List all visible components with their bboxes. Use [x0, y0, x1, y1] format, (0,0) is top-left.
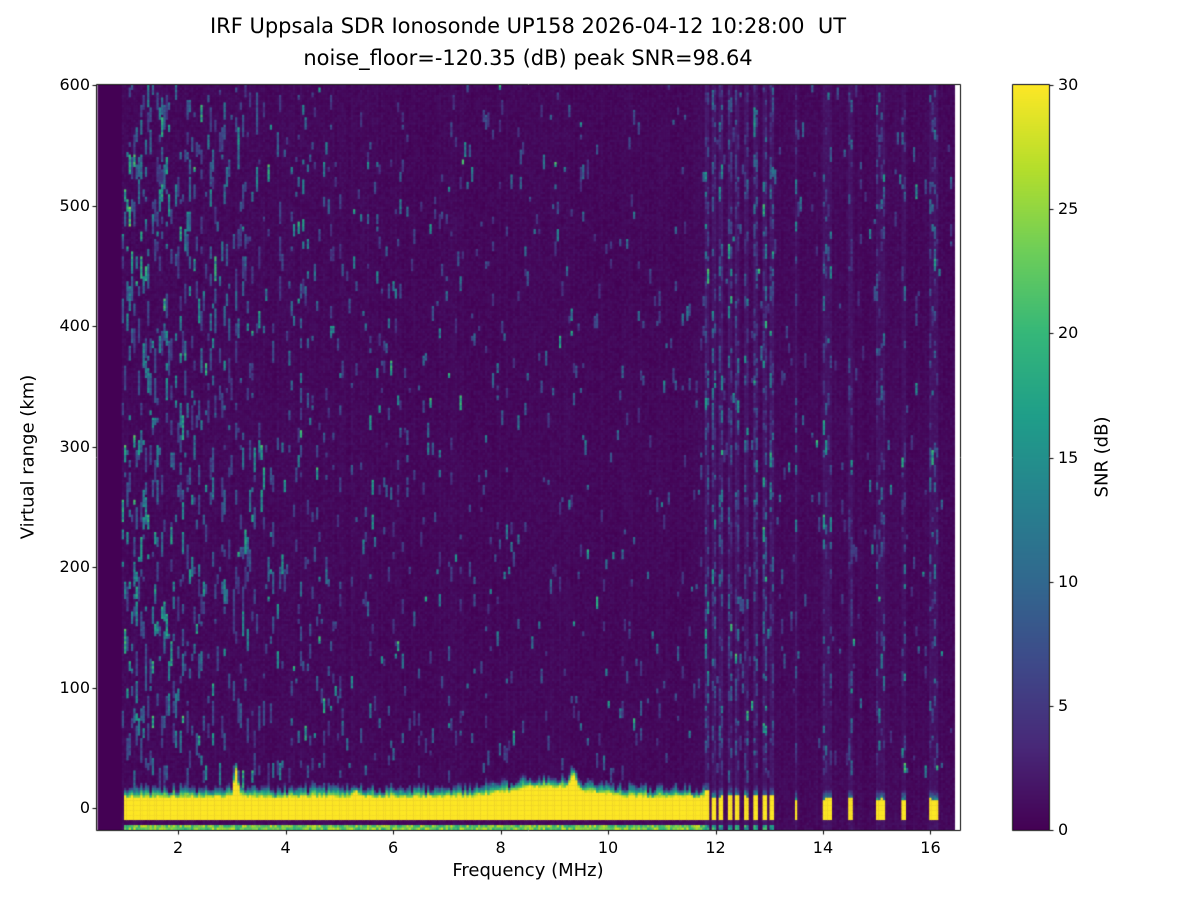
colorbar-tick-label: 15 [1058, 447, 1079, 467]
y-axis-label: Virtual range (km) [17, 374, 39, 540]
colorbar-tick-label: 0 [1058, 820, 1069, 839]
y-tick-label: 500 [59, 195, 90, 215]
y-tick-label: 600 [59, 75, 90, 94]
colorbar-label: SNR (dB) [1091, 416, 1113, 498]
y-tick-label: 400 [59, 316, 90, 336]
y-tick-label: 300 [59, 436, 90, 456]
colorbar-tick-label: 30 [1058, 75, 1079, 94]
x-axis-label: Frequency (MHz) [452, 860, 604, 881]
chart-subtitle: noise_floor=-120.35 (dB) peak SNR=98.64 [303, 46, 753, 70]
x-tick-label: 12 [705, 838, 726, 857]
colorbar-gradient [1013, 85, 1049, 830]
x-tick-label: 14 [812, 838, 834, 857]
x-tick-label: 2 [173, 838, 184, 857]
x-tick-label: 10 [597, 838, 619, 857]
x-tick-label: 8 [495, 838, 506, 857]
x-tick-label: 4 [280, 838, 291, 857]
y-tick-label: 200 [59, 557, 90, 577]
ionogram-heatmap [97, 85, 960, 830]
colorbar-tick-label: 25 [1058, 199, 1079, 219]
colorbar-tick-label: 5 [1058, 695, 1069, 715]
y-tick-label: 0 [79, 798, 90, 818]
x-tick-label: 16 [920, 838, 941, 857]
colorbar-tick-label: 10 [1058, 571, 1079, 591]
y-tick-label: 100 [59, 677, 90, 697]
colorbar-tick-label: 20 [1058, 323, 1079, 343]
x-tick-label: 6 [387, 838, 399, 857]
chart-title: IRF Uppsala SDR Ionosonde UP158 2026-04-… [209, 14, 847, 38]
